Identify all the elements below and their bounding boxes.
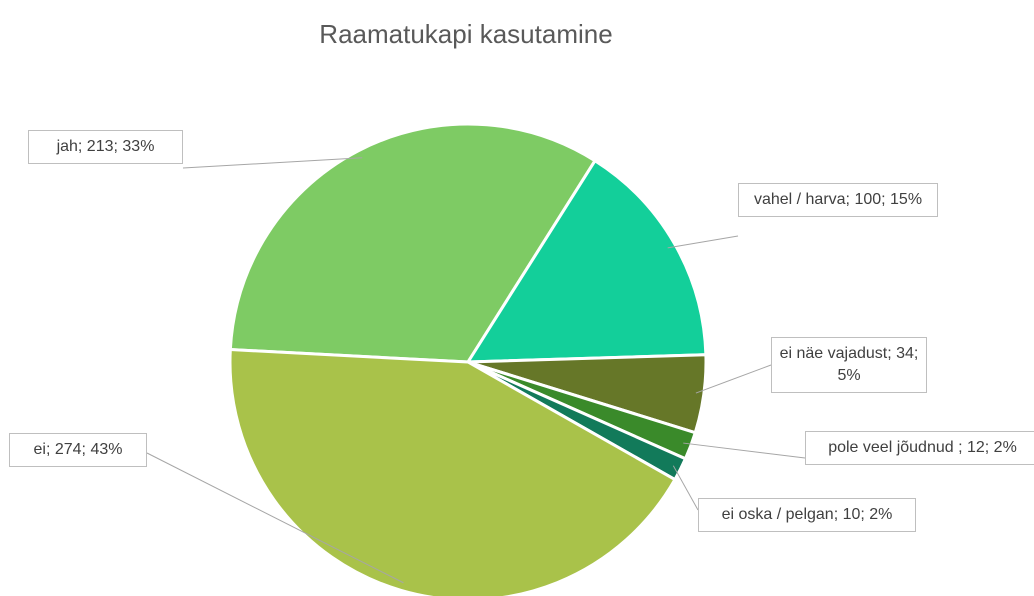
leader-line bbox=[695, 364, 772, 394]
pie-slice bbox=[465, 158, 708, 364]
chart-title: Raamatukapi kasutamine bbox=[319, 19, 612, 49]
leader-line bbox=[146, 452, 404, 584]
data-label: ei; 274; 43% bbox=[9, 433, 147, 467]
data-label: pole veel jõudnud ; 12; 2% bbox=[805, 431, 1034, 465]
leader-line bbox=[667, 235, 739, 249]
data-label: jah; 213; 33% bbox=[28, 130, 183, 164]
data-label: ei oska / pelgan; 10; 2% bbox=[698, 498, 916, 532]
leader-line bbox=[672, 465, 699, 511]
data-label: ei näe vajadust; 34; 5% bbox=[771, 337, 927, 393]
leader-line bbox=[683, 442, 806, 459]
data-label: vahel / harva; 100; 15% bbox=[738, 183, 938, 217]
leader-line bbox=[182, 157, 363, 169]
pie-slice bbox=[228, 347, 677, 596]
